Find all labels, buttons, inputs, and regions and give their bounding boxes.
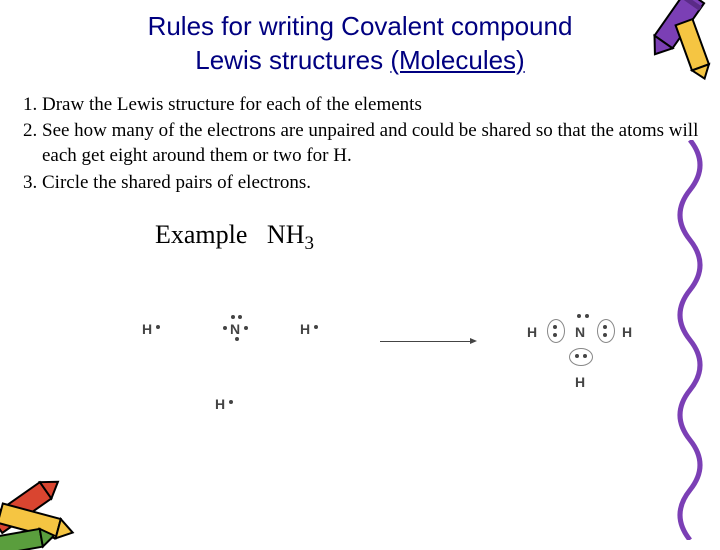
bond-circle xyxy=(569,348,593,366)
electron-dot xyxy=(583,354,587,358)
example-label: Example xyxy=(155,220,247,249)
example-subscript: 3 xyxy=(304,234,314,255)
rule-item: Circle the shared pairs of electrons. xyxy=(42,171,700,196)
crayon-decor-top xyxy=(610,0,720,115)
electron-dot xyxy=(223,326,227,330)
bond-circle xyxy=(597,319,615,343)
electron-dot xyxy=(314,325,318,329)
example-line: Example NH3 xyxy=(155,220,720,255)
atom-label: H xyxy=(575,374,585,390)
electron-dot xyxy=(603,333,607,337)
electron-dot xyxy=(235,337,239,341)
atom-label: H xyxy=(142,321,152,337)
atom-label: H xyxy=(300,321,310,337)
atom-label: H xyxy=(622,324,632,340)
atom-label: N xyxy=(575,324,585,340)
example-formula: NH xyxy=(267,220,305,249)
rules-list: Draw the Lewis structure for each of the… xyxy=(20,93,700,196)
title-line2b: (Molecules) xyxy=(390,45,524,75)
rule-item: See how many of the electrons are unpair… xyxy=(42,119,700,168)
arrow-line xyxy=(380,341,470,342)
electron-dot xyxy=(238,315,242,319)
electron-dot xyxy=(577,314,581,318)
electron-dot xyxy=(585,314,589,318)
arrow-head xyxy=(470,338,477,344)
lewis-diagram: H N H H N H H H xyxy=(0,276,720,476)
atom-label: H xyxy=(215,396,225,412)
title-line1: Rules for writing Covalent compound xyxy=(148,11,573,41)
electron-dot xyxy=(575,354,579,358)
electron-dot xyxy=(244,326,248,330)
electron-dot xyxy=(603,325,607,329)
electron-dot xyxy=(156,325,160,329)
bond-circle xyxy=(547,319,565,343)
atom-label: H xyxy=(527,324,537,340)
electron-dot xyxy=(231,315,235,319)
electron-dot xyxy=(553,333,557,337)
atom-label: N xyxy=(230,321,240,337)
title-line2a: Lewis structures xyxy=(195,45,390,75)
rule-item: Draw the Lewis structure for each of the… xyxy=(42,93,700,118)
electron-dot xyxy=(229,400,233,404)
electron-dot xyxy=(553,325,557,329)
